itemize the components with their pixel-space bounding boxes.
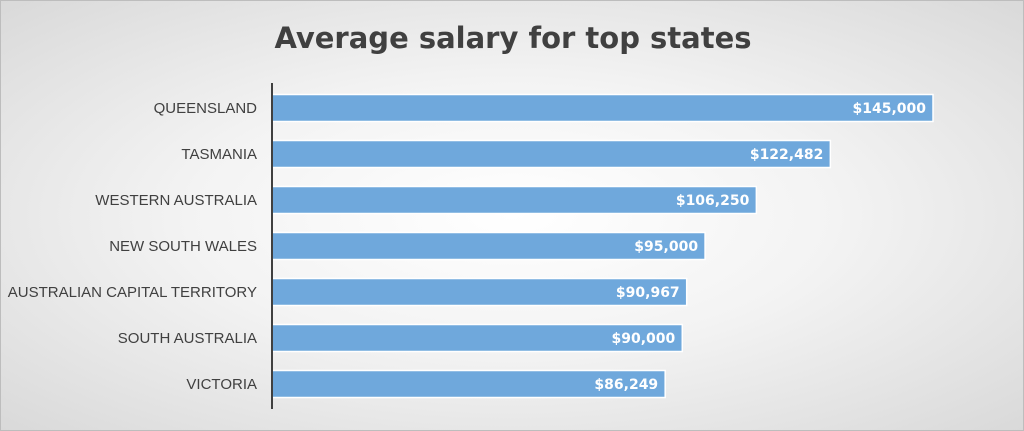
bar bbox=[271, 369, 666, 399]
category-label: VICTORIA bbox=[186, 376, 257, 393]
category-label: AUSTRALIAN CAPITAL TERRITORY bbox=[8, 284, 257, 301]
category-label: WESTERN AUSTRALIA bbox=[95, 192, 257, 209]
data-label: $90,000 bbox=[612, 331, 676, 347]
bar bbox=[271, 185, 758, 215]
data-label: $106,250 bbox=[676, 193, 750, 209]
category-label: SOUTH AUSTRALIA bbox=[118, 330, 257, 347]
chart-title: Average salary for top states bbox=[274, 21, 752, 55]
category-label: NEW SOUTH WALES bbox=[109, 238, 257, 255]
data-label: $95,000 bbox=[634, 239, 698, 255]
category-label: TASMANIA bbox=[181, 146, 257, 163]
data-label: $145,000 bbox=[852, 101, 926, 117]
bar bbox=[271, 93, 934, 123]
bar bbox=[271, 139, 832, 169]
bar bbox=[271, 277, 688, 307]
bar bbox=[271, 231, 706, 261]
category-labels-group: QUEENSLAND TASMANIA WESTERN AUSTRALIA NEW S… bbox=[8, 100, 257, 393]
bars-group bbox=[271, 93, 934, 399]
bar bbox=[271, 323, 684, 353]
data-label: $90,967 bbox=[616, 285, 680, 301]
data-label: $122,482 bbox=[750, 147, 824, 163]
value-labels-group: $145,000 $122,482 $106,250 $95,000 $90,967 $9… bbox=[594, 101, 926, 393]
category-label: QUEENSLAND bbox=[154, 100, 258, 117]
data-label: $86,249 bbox=[594, 377, 658, 393]
